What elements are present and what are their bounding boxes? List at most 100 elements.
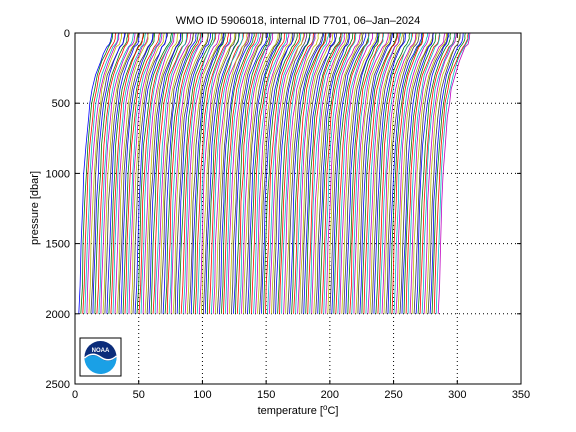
profile-line [293,32,327,314]
x-axis-label-tail: C] [327,405,338,417]
profile-line [343,33,380,314]
y-tick-label: 2000 [46,309,70,321]
profile-line [229,32,263,314]
profile-line [285,32,319,314]
profile-line [335,32,370,314]
profile-line [243,32,279,314]
profile-line [130,32,165,314]
profile-line [233,32,269,314]
profile-line [182,32,216,314]
profile-line [275,32,311,314]
profile-line [349,32,384,314]
profile-line [283,32,316,314]
y-tick-label: 2500 [46,379,70,391]
profile-line [373,33,406,314]
profile-line [389,32,424,314]
profile-line [198,32,232,314]
y-tick-label: 500 [52,98,70,110]
profile-line [339,33,373,314]
profile-line [303,32,336,314]
profile-line [417,32,451,314]
profile-line [299,32,334,314]
profile-line [437,32,471,314]
y-tick-label: 1500 [46,239,70,251]
temperature-profiles [78,32,471,314]
profile-line [82,32,117,314]
profile-line [277,32,311,314]
profile-line [363,32,399,314]
profile-line [301,33,337,314]
profile-line [429,32,464,314]
profile-line [180,32,217,314]
profile-line [186,32,222,314]
profile-line [289,32,325,314]
x-tick-label: 300 [448,389,466,401]
profile-line [144,32,179,314]
profile-line [365,32,401,314]
profile-line [297,32,332,314]
profile-line [94,32,129,314]
profile-line [88,32,122,314]
profile-line [134,32,167,314]
profile-line [210,32,244,314]
profile-line [231,32,264,314]
profile-line [345,32,378,314]
profile-line [395,33,430,314]
profile-line [245,32,281,314]
profile-line [108,32,145,314]
profile-line [423,32,457,314]
profile-line [102,32,139,314]
profile-line [212,32,249,314]
profile-line [92,32,126,314]
profile-line [225,32,259,314]
profile-line [311,32,346,314]
x-axis-ticks: 0 50 100 150 200 250 300 350 [72,33,530,401]
profile-line [393,32,429,314]
x-tick-label: 200 [321,389,339,401]
profile-line [200,32,236,314]
profile-line [178,32,214,314]
profile-line [255,32,290,314]
profile-line [323,32,357,314]
profile-line [411,33,447,314]
profile-line [355,32,391,314]
x-tick-label: 0 [72,389,78,401]
profile-line [413,32,449,314]
profile-line [118,32,154,314]
profile-line [124,32,160,314]
profile-line [190,32,225,314]
profile-line [347,32,380,314]
profile-line [367,32,400,314]
profile-line [371,32,405,314]
y-axis-label: pressure [dbar] [29,171,41,245]
profile-line [110,32,144,314]
y-tick-label: 0 [64,28,70,40]
profile-line [239,32,272,314]
profile-line [361,33,398,314]
profile-line [421,32,456,314]
profile-line [265,32,301,314]
profile-line [219,33,253,314]
profile-line [291,32,326,314]
profile-line [116,32,149,314]
profile-line [104,32,139,314]
profile-line [172,33,209,314]
chart-title: WMO ID 5906018, internal ID 7701, 06–Jan… [176,15,421,27]
profile-line [140,32,174,314]
profile-line [196,33,232,314]
profile-line [267,32,302,314]
profile-line [136,32,173,314]
profile-line [223,33,257,314]
profile-line [80,32,114,314]
profile-line [216,32,251,314]
profile-line [353,33,389,314]
profile-line [206,32,240,314]
profile-line [253,32,288,314]
profile-line [369,33,403,314]
profile-line [120,32,154,314]
profile-line [194,32,229,314]
profile-line [227,32,262,314]
profile-line [188,32,224,314]
profile-line [168,32,203,314]
noaa-logo-text: NOAA [92,348,110,354]
